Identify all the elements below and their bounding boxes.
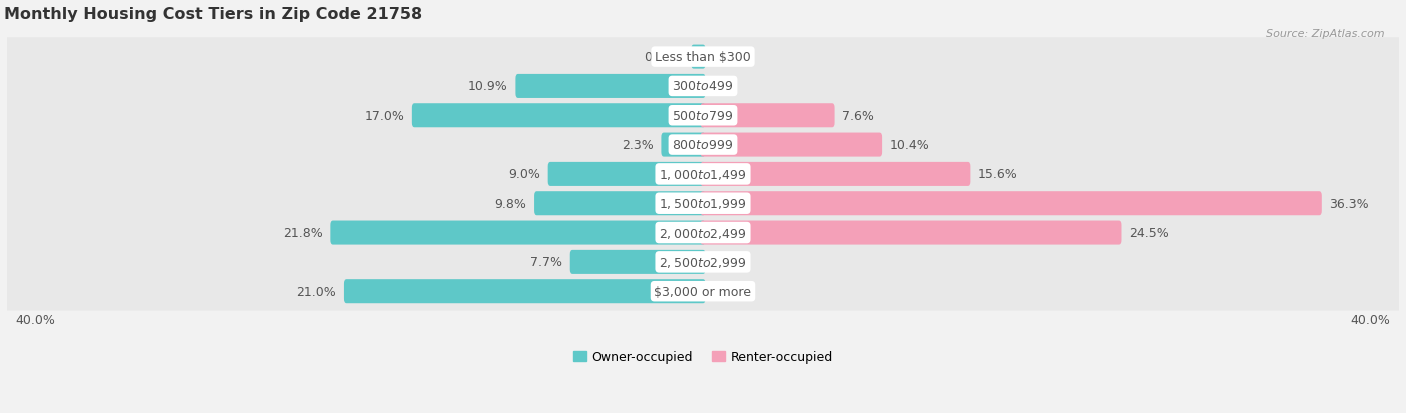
Text: $1,000 to $1,499: $1,000 to $1,499 xyxy=(659,168,747,181)
Text: Monthly Housing Cost Tiers in Zip Code 21758: Monthly Housing Cost Tiers in Zip Code 2… xyxy=(4,7,422,22)
FancyBboxPatch shape xyxy=(692,45,706,69)
Text: $500 to $799: $500 to $799 xyxy=(672,109,734,123)
Text: 15.6%: 15.6% xyxy=(979,168,1018,181)
Text: 0.54%: 0.54% xyxy=(644,51,683,64)
Text: 17.0%: 17.0% xyxy=(364,109,404,123)
Text: 10.4%: 10.4% xyxy=(890,139,929,152)
Text: 21.0%: 21.0% xyxy=(297,285,336,298)
Text: $3,000 or more: $3,000 or more xyxy=(655,285,751,298)
FancyBboxPatch shape xyxy=(0,126,1406,164)
FancyBboxPatch shape xyxy=(700,192,1322,216)
Text: 36.3%: 36.3% xyxy=(1330,197,1369,210)
FancyBboxPatch shape xyxy=(0,38,1406,77)
Text: 9.0%: 9.0% xyxy=(508,168,540,181)
FancyBboxPatch shape xyxy=(344,280,706,304)
FancyBboxPatch shape xyxy=(412,104,706,128)
Text: $800 to $999: $800 to $999 xyxy=(672,139,734,152)
FancyBboxPatch shape xyxy=(661,133,706,157)
FancyBboxPatch shape xyxy=(0,272,1406,311)
FancyBboxPatch shape xyxy=(700,104,835,128)
FancyBboxPatch shape xyxy=(0,155,1406,194)
Text: $300 to $499: $300 to $499 xyxy=(672,80,734,93)
Text: 40.0%: 40.0% xyxy=(15,313,55,326)
Text: Source: ZipAtlas.com: Source: ZipAtlas.com xyxy=(1267,29,1385,39)
Text: $1,500 to $1,999: $1,500 to $1,999 xyxy=(659,197,747,211)
FancyBboxPatch shape xyxy=(0,243,1406,282)
Text: 7.6%: 7.6% xyxy=(842,109,875,123)
FancyBboxPatch shape xyxy=(0,185,1406,223)
FancyBboxPatch shape xyxy=(0,67,1406,106)
FancyBboxPatch shape xyxy=(700,221,1122,245)
FancyBboxPatch shape xyxy=(0,214,1406,252)
Text: 24.5%: 24.5% xyxy=(1129,226,1168,240)
FancyBboxPatch shape xyxy=(0,97,1406,135)
Text: 21.8%: 21.8% xyxy=(283,226,323,240)
FancyBboxPatch shape xyxy=(534,192,706,216)
Text: 10.9%: 10.9% xyxy=(468,80,508,93)
Text: 40.0%: 40.0% xyxy=(1351,313,1391,326)
Text: 7.7%: 7.7% xyxy=(530,256,562,269)
FancyBboxPatch shape xyxy=(569,250,706,274)
FancyBboxPatch shape xyxy=(548,162,706,187)
FancyBboxPatch shape xyxy=(700,162,970,187)
Text: 2.3%: 2.3% xyxy=(621,139,654,152)
Text: 9.8%: 9.8% xyxy=(495,197,526,210)
Text: $2,000 to $2,499: $2,000 to $2,499 xyxy=(659,226,747,240)
Legend: Owner-occupied, Renter-occupied: Owner-occupied, Renter-occupied xyxy=(568,345,838,368)
FancyBboxPatch shape xyxy=(516,75,706,99)
FancyBboxPatch shape xyxy=(330,221,706,245)
Text: Less than $300: Less than $300 xyxy=(655,51,751,64)
Text: $2,500 to $2,999: $2,500 to $2,999 xyxy=(659,255,747,269)
FancyBboxPatch shape xyxy=(700,133,882,157)
